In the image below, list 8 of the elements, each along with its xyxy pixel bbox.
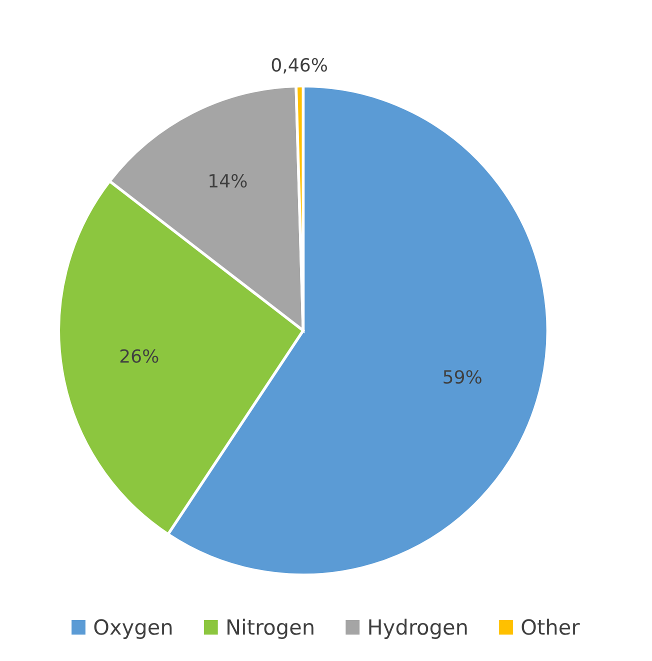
data-label: 26% <box>120 349 158 363</box>
data-label: 0,46% <box>272 58 328 74</box>
data-label: 14% <box>210 174 247 188</box>
data-label: 59% <box>444 370 482 384</box>
legend-label: Nitrogen <box>228 618 314 639</box>
legend-label: Other <box>522 618 580 635</box>
legend-label: Hydrogen <box>369 618 467 639</box>
legend-label: Oxygen <box>94 619 172 639</box>
